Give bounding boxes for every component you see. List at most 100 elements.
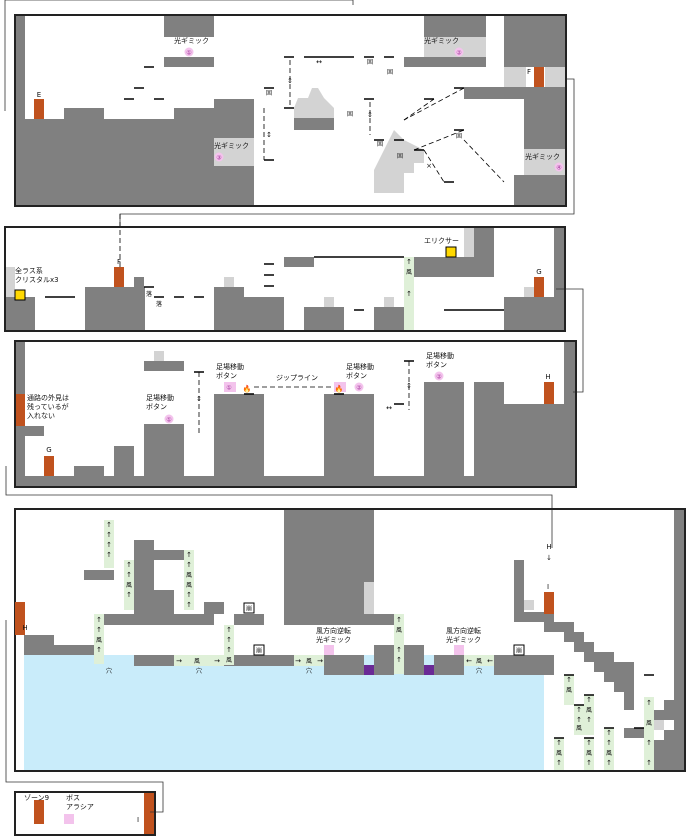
s2-floor-6	[504, 297, 564, 331]
s4-wind-up-19: ↑	[396, 656, 402, 664]
s3-num-d-bg	[434, 371, 444, 381]
s4-light-a	[364, 582, 374, 614]
s4-left-b	[54, 645, 94, 655]
s4-wind-up-33: ↑	[646, 739, 652, 747]
s4-stair-1	[544, 622, 574, 632]
s3-num-b-bg	[224, 382, 234, 392]
s2-block-top2	[474, 227, 494, 257]
door-0	[34, 99, 44, 119]
s1-num-3-bg	[214, 152, 224, 162]
s4-light-b	[524, 600, 534, 610]
s3-left-shelf	[24, 426, 44, 436]
s1-arrow-v-2: ↕	[266, 131, 272, 139]
s2-elixir-label: エリクサー	[424, 237, 459, 245]
s1-top-block-1	[164, 15, 214, 37]
s1-arrow-h: ↔	[316, 58, 322, 66]
s4-stair-6	[604, 672, 634, 682]
s4-wind-kanji-8: 風	[586, 707, 592, 714]
s4-reverse-label-2: 風方向逆転光ギミック	[446, 626, 481, 644]
s1-rail-diag-5	[423, 149, 445, 183]
s4-wind-up-9: ↑	[186, 591, 192, 599]
s2-step-a	[134, 277, 144, 287]
s3-num-c-bg	[354, 382, 364, 392]
s2-block-top	[414, 257, 494, 277]
s4-pink-1	[324, 645, 334, 655]
s4-wind-row-0	[174, 655, 224, 666]
s1-rail-diag-2	[403, 87, 465, 121]
s4-wind-up-28: ↑	[586, 759, 592, 767]
s3-button-label-1: 足場移動ボタン	[146, 393, 174, 411]
door-label-7: I	[547, 583, 549, 591]
s1-num-2-bg	[454, 47, 464, 57]
s5-boss-label: ボスアラシア	[66, 794, 94, 811]
s4-hole-3: 穴	[476, 667, 482, 675]
s2-light-a	[224, 277, 234, 287]
s4-wind-up-3: ↑	[106, 551, 112, 559]
s2-item-elixir-outline	[445, 246, 457, 258]
s1-solid-2: 固	[367, 59, 373, 66]
door-label-5: H	[545, 373, 550, 381]
s3-arrow-h: ↔	[386, 404, 392, 412]
s4-wind-kanji-9: 風	[556, 750, 562, 757]
s1-rail-diag-3	[413, 129, 465, 151]
s4-break-3: 崩	[516, 647, 522, 655]
s3-num-d: ②	[436, 374, 442, 381]
s4-hole-1: 穴	[196, 667, 202, 675]
s1-num-3: ③	[216, 155, 221, 162]
s4-col-a	[134, 540, 154, 615]
s1-light-gimmick-3: 光ギミック	[214, 141, 249, 150]
s4-break-1-box	[243, 602, 255, 614]
s4-break-1: 崩	[246, 605, 252, 613]
s4-stair-10	[654, 710, 674, 720]
s2-floor-3b	[244, 297, 284, 331]
door-label-0: E	[37, 91, 41, 99]
door-7	[544, 592, 554, 614]
s1-arrow-x: ×	[426, 162, 432, 170]
s4-wind-col-11	[604, 728, 614, 770]
s2-floor-3	[214, 287, 244, 331]
s4-wind-col-0	[104, 520, 114, 568]
section-3-frame	[14, 340, 577, 488]
s4-wind-up-31: ↑	[606, 759, 612, 767]
s4-left-1: ←	[466, 657, 472, 665]
s3-pillar-6	[474, 382, 504, 476]
s4-wind-up-34: ↑	[646, 759, 652, 767]
s1-mound-base	[294, 118, 334, 130]
s5-zone9-label: ゾーン9	[24, 794, 49, 802]
s4-wind-kanji-12: 風	[646, 720, 652, 727]
door-1	[534, 67, 544, 87]
s4-col-a-top	[154, 550, 184, 560]
s2-fall-1: 落	[146, 290, 152, 298]
s1-solid-0: 固	[266, 90, 272, 97]
s3-light-a	[154, 351, 164, 361]
s1-solid-5: 固	[397, 153, 403, 160]
s4-wind-col-10	[584, 738, 594, 770]
s4-water	[24, 655, 544, 770]
s4-purple-2	[424, 665, 434, 675]
s4-wind-l-1: 風	[476, 658, 482, 665]
s4-wind-up-29: ↑	[606, 729, 612, 737]
s4-shelf-c	[284, 614, 394, 625]
s4-island-b	[224, 655, 294, 666]
s3-num-c: ②	[356, 385, 362, 392]
s4-wind-row-1	[294, 655, 324, 666]
s3-passage-note: 通路の外見は残っているが入れない	[27, 393, 69, 420]
s4-left-2: ←	[487, 657, 493, 665]
s3-pillar-2	[144, 424, 184, 476]
s4-stair-11	[664, 700, 674, 710]
s4-right-3: →	[295, 657, 301, 665]
s4-wind-col-9	[554, 738, 564, 770]
section-2-frame	[4, 226, 566, 332]
s1-ledge-f	[464, 87, 566, 99]
s3-button-label-4: 足場移動ボタン	[426, 351, 454, 369]
s1-light-f	[504, 67, 526, 87]
s1-num-4-bg	[554, 162, 564, 172]
s4-wind-kanji-1: 風	[186, 572, 192, 579]
door-label-6: H	[22, 624, 27, 632]
s4-wind-col-1	[124, 560, 134, 610]
s4-pink-2	[454, 645, 464, 655]
s4-shelf-a	[104, 614, 214, 625]
door-label-4: G	[46, 446, 51, 454]
section-4-frame	[14, 508, 686, 772]
s4-island-d	[374, 645, 394, 675]
